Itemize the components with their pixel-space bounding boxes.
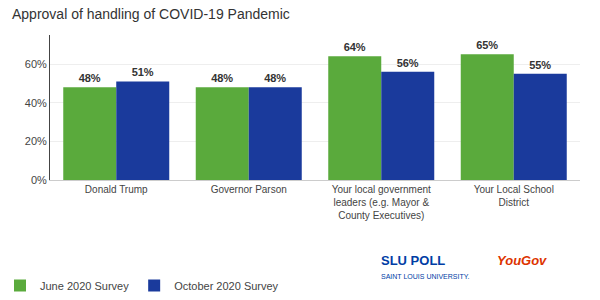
svg-text:SLU POLL: SLU POLL <box>381 253 445 268</box>
svg-text:48%: 48% <box>211 72 233 84</box>
svg-text:Approval of handling of COVID-: Approval of handling of COVID-19 Pandemi… <box>12 6 290 22</box>
svg-text:48%: 48% <box>264 72 286 84</box>
svg-text:October 2020 Survey: October 2020 Survey <box>174 280 278 292</box>
svg-text:20%: 20% <box>25 135 47 147</box>
svg-text:51%: 51% <box>132 66 154 78</box>
svg-text:40%: 40% <box>25 97 47 109</box>
svg-text:64%: 64% <box>344 41 366 53</box>
svg-text:0%: 0% <box>31 174 47 186</box>
svg-text:Governor Parson: Governor Parson <box>211 184 287 195</box>
svg-text:55%: 55% <box>529 59 551 71</box>
svg-text:Donald Trump: Donald Trump <box>85 184 148 195</box>
svg-text:56%: 56% <box>397 57 419 69</box>
svg-text:60%: 60% <box>25 58 47 70</box>
svg-text:June 2020 Survey: June 2020 Survey <box>40 280 129 292</box>
svg-text:48%: 48% <box>79 72 101 84</box>
svg-text:65%: 65% <box>476 39 498 51</box>
svg-text:SAINT LOUIS UNIVERSITY.: SAINT LOUIS UNIVERSITY. <box>381 273 469 280</box>
svg-text:YouGov: YouGov <box>497 253 547 268</box>
svg-text:Your Local SchoolDistrict: Your Local SchoolDistrict <box>474 184 554 208</box>
svg-text:Your local governmentleaders (: Your local governmentleaders (e.g. Mayor… <box>332 184 431 221</box>
